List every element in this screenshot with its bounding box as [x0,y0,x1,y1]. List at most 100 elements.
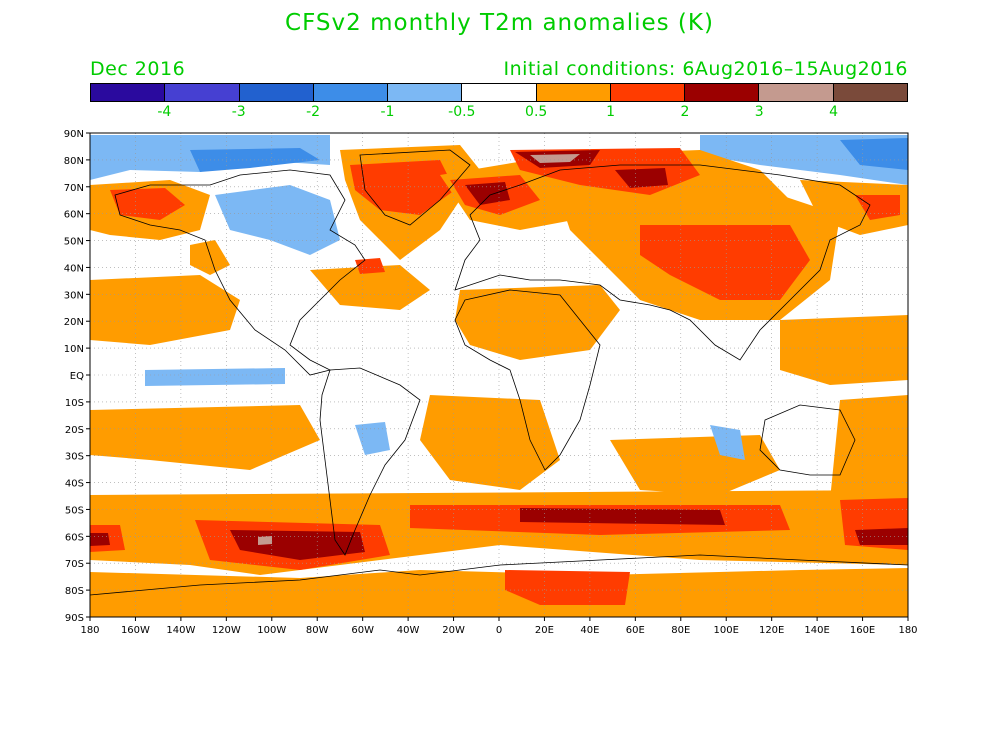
longitude-label: 180 [898,625,917,636]
colorbar-label: -4 [157,104,172,120]
latitude-label: 80S [65,586,84,597]
colorbar-label: 4 [829,104,839,120]
longitude-label: 120E [759,625,784,636]
latitude-label: 60N [64,210,84,221]
anomaly-region-cool-australia-sea [710,425,745,460]
latitude-label: 40N [64,263,84,274]
colorbar-swatch [462,84,537,101]
longitude-label: 180 [80,625,99,636]
coastline-antarctica [89,554,909,596]
coastlines [89,149,909,596]
longitude-labels: 180 160W 140W 120W 100W 80W 60W 40W 20W 0 20E 40E 60… [80,617,918,636]
coastline-africa [454,289,601,471]
colorbar-labels: -4 -3 -2 -1 -0.5 0.5 1 2 3 4 [90,104,908,124]
colorbar-swatch [313,84,389,101]
colorbar-swatch [536,84,611,101]
colorbar-label: 2 [680,104,690,120]
colorbar-label: -1 [380,104,395,120]
anomaly-region-extreme-siberia-north [530,154,580,163]
longitude-label: 80W [306,625,329,636]
colorbar-label: -0.5 [448,104,476,120]
longitude-label: 120W [212,625,241,636]
colorbar-swatch [388,84,463,101]
anomaly-region-warm-central-pacific [90,405,320,470]
longitude-label: 80E [671,625,690,636]
longitude-label: 60W [351,625,374,636]
anomaly-region-warm-northeast-pacific [190,240,230,275]
colorbar-label: -3 [231,104,246,120]
longitude-label: 140W [166,625,195,636]
longitude-label: 60E [626,625,645,636]
latitude-label: 50N [64,237,84,248]
anomaly-region-warm-west-pacific [780,315,908,385]
colorbar-label: 1 [606,104,615,120]
longitude-label: 0 [496,625,502,636]
anomaly-region-hot-central-asia [640,225,810,300]
coastline-south-america [319,367,421,556]
colorbar-swatch [610,84,686,101]
anomaly-region-extreme-southern-ocean-pacific [258,536,272,545]
latitude-labels: 90N 80N 70N 60N 50N 40N 30N 20N 10N EQ 10S 20S 30S 40… [64,129,90,624]
colorbar-label: 0.5 [525,104,548,120]
anomaly-region-hot-greenland [350,160,455,215]
colorbar [90,83,908,102]
anomaly-region-cold-canada [215,185,340,255]
coastline-greenland [359,149,471,226]
anomaly-region-cool-tropical-pacific [145,368,285,386]
colorbar-swatch [759,84,834,101]
anomaly-region-warm-north-pacific [90,275,240,345]
valid-period: Dec 2016 [90,58,186,80]
anomaly-shading [90,135,908,617]
latitude-label: 60S [65,532,84,543]
anomaly-region-very-hot-barents [465,182,510,205]
coastline-australia [759,404,856,476]
longitude-label: 100E [714,625,739,636]
anomaly-region-hot-east-us [355,258,385,274]
coastline-north-america [114,169,366,376]
anomaly-region-hot-alaska [110,188,185,220]
latitude-label: 30S [65,452,84,463]
colorbar-swatch [239,84,314,101]
longitude-label: 160E [850,625,875,636]
latitude-label: 70N [64,183,84,194]
latitude-label: 90S [65,613,84,624]
latitude-label: 20N [64,317,84,328]
colorbar-swatch [685,84,760,101]
longitude-label: 40W [397,625,420,636]
anomaly-region-cold-arctic-east-core [840,138,908,170]
colorbar-swatch [833,84,907,101]
chart-title: CFSv2 monthly T2m anomalies (K) [285,10,714,36]
latitude-label: 20S [65,425,84,436]
anomaly-region-hot-antarctica [505,570,630,605]
longitude-label: 100W [257,625,286,636]
latitude-label: 30N [64,290,84,301]
anomaly-region-very-hot-kara [615,168,668,188]
latitude-label: EQ [70,371,84,382]
longitude-label: 20W [442,625,465,636]
longitude-label: 140E [804,625,829,636]
latitude-label: 10N [64,344,84,355]
latitude-label: 10S [65,398,84,409]
anomaly-region-warm-east-siberia [800,180,908,235]
longitude-label: 20E [535,625,554,636]
grid-lines [90,133,908,617]
latitude-label: 50S [65,505,84,516]
latitude-label: 70S [65,559,84,570]
latitude-label: 40S [65,479,84,490]
anomaly-region-warm-sahara [455,285,620,360]
coastline-europe-asia [454,164,871,361]
anomaly-region-very-hot-southern-ocean-east [855,528,908,545]
latitude-label: 80N [64,156,84,167]
anomaly-region-cool-brazil [355,422,390,455]
longitude-label: 160W [121,625,150,636]
longitude-label: 40E [580,625,599,636]
latitude-label: 90N [64,129,84,140]
colorbar-label: -2 [306,104,321,120]
colorbar-label: 3 [754,104,764,120]
anomaly-region-warm-north-atlantic [310,265,430,310]
anomaly-region-very-hot-southern-ocean-west [90,533,110,546]
colorbar-swatch [91,84,166,101]
initial-conditions: Initial conditions: 6Aug2016–15Aug2016 [503,58,908,80]
colorbar-swatch [165,84,240,101]
